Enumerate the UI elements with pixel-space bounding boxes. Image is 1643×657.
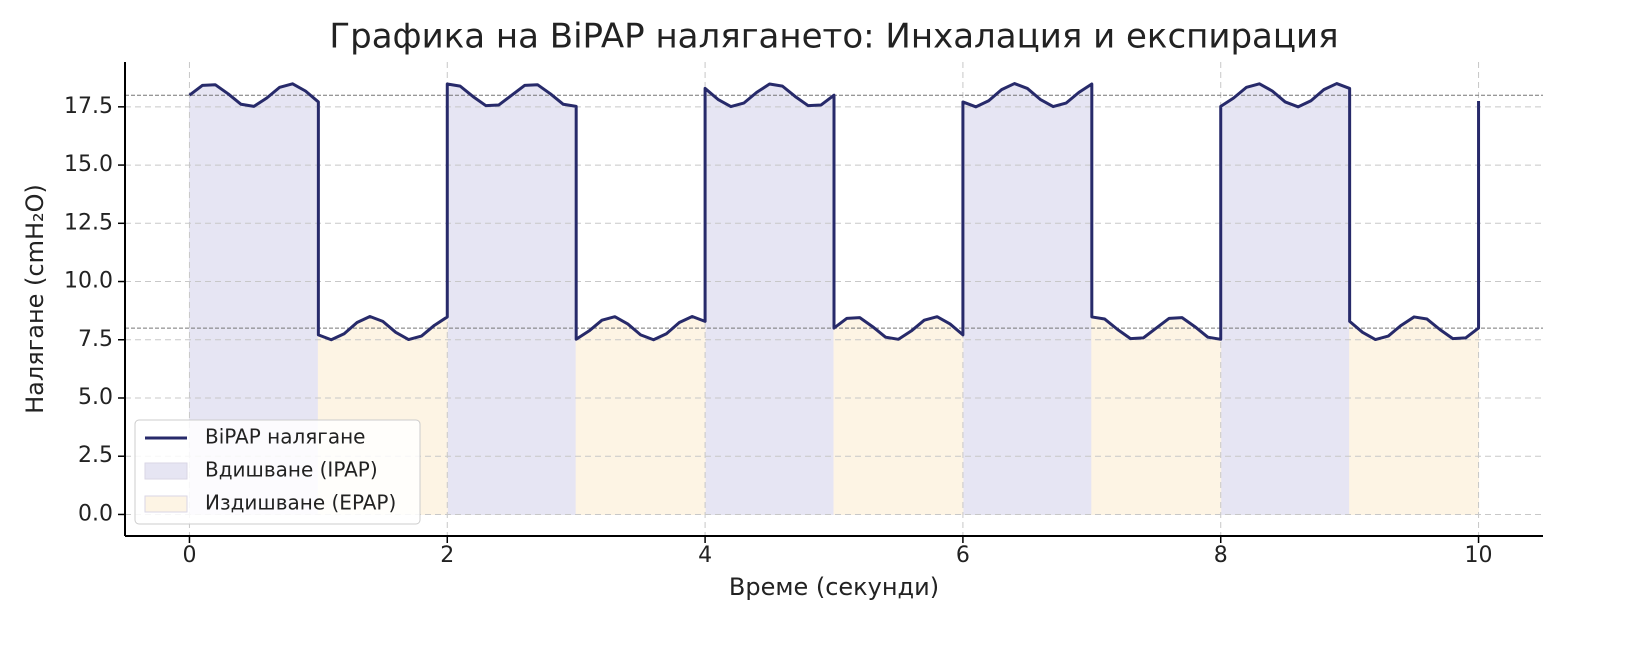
phase-fill — [704, 83, 835, 515]
x-tick-label: 0 — [182, 543, 196, 568]
legend-label: Вдишване (IPAP) — [205, 458, 378, 482]
x-tick-label: 2 — [440, 543, 454, 568]
y-tick-label: 15.0 — [64, 152, 113, 177]
legend: BiPAP налягане Вдишване (IPAP) Издишване (… — [134, 419, 421, 525]
y-tick-label: 5.0 — [78, 385, 113, 410]
x-tick-label: 10 — [1465, 543, 1493, 568]
legend-swatch — [144, 462, 188, 480]
x-axis-label: Време (секунди) — [729, 573, 939, 601]
y-axis-label: Налягане (cmH₂O) — [21, 184, 49, 414]
phase-fill — [1349, 88, 1480, 515]
y-tick-label: 12.5 — [64, 210, 113, 235]
pressure-line — [188, 82, 1481, 342]
y-tick-label: 0.0 — [78, 501, 113, 526]
legend-swatch — [144, 495, 188, 513]
phase-fill — [962, 83, 1093, 515]
legend-label: Издишване (EPAP) — [205, 491, 396, 515]
y-tick-label: 7.5 — [78, 327, 113, 352]
chart-title: Графика на BiPAP налягането: Инхалация и… — [329, 17, 1338, 57]
legend-label: BiPAP налягане — [205, 425, 365, 449]
x-tick-label: 4 — [698, 543, 712, 568]
x-tick-label: 8 — [1214, 543, 1228, 568]
phase-fill — [1091, 84, 1222, 515]
y-tick-label: 10.0 — [64, 269, 113, 294]
phase-fill — [575, 88, 706, 515]
x-tick-label: 6 — [956, 543, 970, 568]
phase-fill — [446, 83, 577, 515]
phase-fill — [833, 95, 964, 515]
legend-frame — [134, 419, 421, 525]
y-tick-label: 2.5 — [78, 443, 113, 468]
y-tick-label: 17.5 — [64, 94, 113, 119]
phase-fill — [1220, 83, 1351, 515]
